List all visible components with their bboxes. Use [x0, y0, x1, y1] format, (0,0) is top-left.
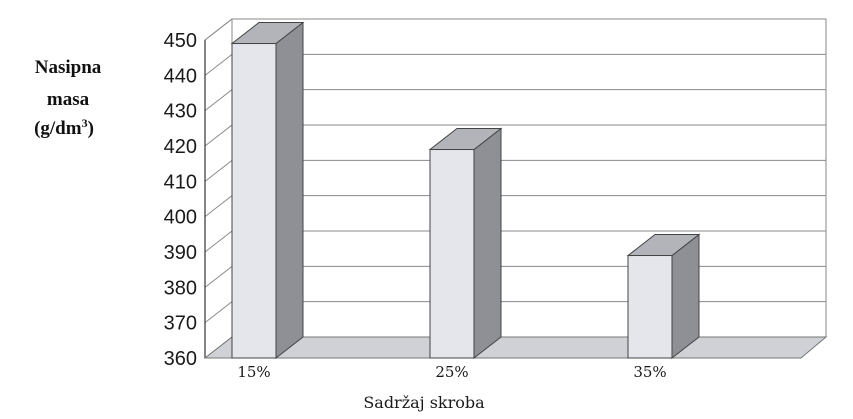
- y-axis-label-suffix: ): [88, 118, 94, 139]
- grid: [204, 18, 827, 359]
- bar: [626, 233, 701, 360]
- y-axis-label: Nasipna masa (g/dm3): [34, 57, 102, 139]
- x-axis-label: Sadržaj skroba: [363, 393, 485, 412]
- y-tick-label: 360: [164, 348, 197, 370]
- bar-side: [473, 127, 502, 360]
- y-tick-label: 410: [164, 171, 197, 193]
- y-axis-label-line-1: Nasipna: [35, 57, 102, 78]
- y-tick-label: 380: [164, 277, 197, 299]
- gridline-side: [204, 195, 233, 218]
- gridline-side: [204, 159, 233, 182]
- y-axis-top-edge: [204, 18, 233, 41]
- bar-front: [627, 255, 673, 359]
- bars: [230, 21, 701, 360]
- gridline-side: [204, 301, 233, 324]
- back-wall: [231, 18, 827, 338]
- y-tick-label: 430: [164, 101, 197, 123]
- y-tick-label: 390: [164, 242, 197, 264]
- axes: [204, 18, 233, 358]
- y-axis-label-line-3: (g/dm3): [34, 116, 94, 139]
- y-axis-label-line-2: masa: [47, 89, 90, 110]
- gridline-side: [204, 53, 233, 76]
- bar-front: [429, 149, 475, 359]
- gridline-side: [204, 89, 233, 112]
- y-tick-label: 370: [164, 313, 197, 335]
- y-tick-label: 440: [164, 65, 197, 87]
- y-tick-label: 420: [164, 136, 197, 158]
- x-tick-label: 25%: [435, 363, 468, 381]
- y-tick-label: 450: [164, 30, 197, 52]
- gridline-side: [204, 265, 233, 288]
- bar-front: [231, 43, 277, 359]
- y-tick-label: 400: [164, 207, 197, 229]
- bar-side: [671, 233, 700, 360]
- bar: [428, 127, 503, 360]
- bar: [230, 21, 305, 360]
- x-tick-label: 35%: [633, 363, 666, 381]
- y-tick-labels: 360 370 380 390 400 410 420 430 440 450: [164, 30, 197, 370]
- gridline-side: [204, 230, 233, 253]
- category-labels: 15% 25% 35%: [237, 363, 666, 381]
- x-tick-label: 15%: [237, 363, 270, 381]
- y-axis-label-unit: (g/dm: [34, 118, 82, 139]
- gridline-side: [204, 124, 233, 147]
- y-axis-label-superscript: 3: [82, 116, 88, 130]
- bar-side: [275, 21, 304, 360]
